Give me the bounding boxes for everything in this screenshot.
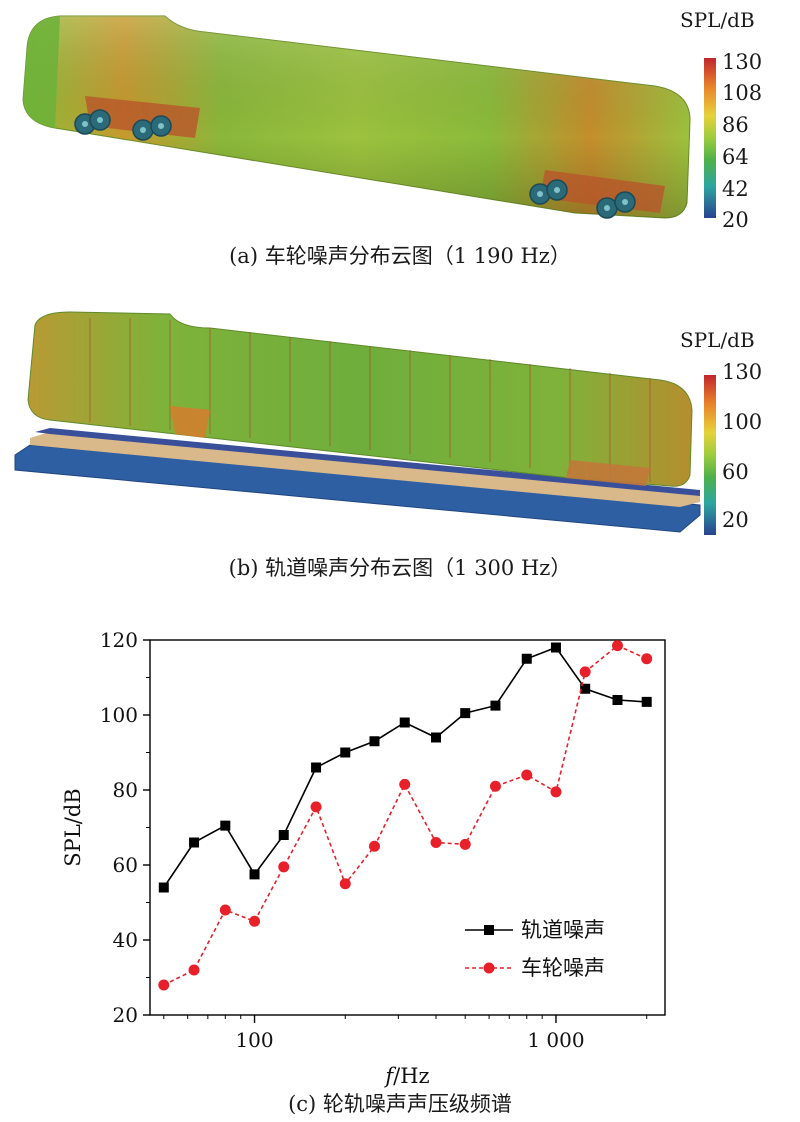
data-point-circle bbox=[249, 915, 261, 927]
data-point-circle bbox=[521, 769, 533, 781]
y-tick-label: 80 bbox=[113, 778, 138, 802]
x-axis-label: f/Hz bbox=[383, 1064, 429, 1088]
data-point-square bbox=[158, 882, 169, 893]
colorbar-b-title: SPL/dB bbox=[680, 328, 755, 352]
y-axis-label: SPL/dB bbox=[61, 788, 85, 866]
colorbar-b-tick: 60 bbox=[722, 460, 749, 484]
x-tick-label: 100 bbox=[235, 1028, 273, 1052]
data-point-square bbox=[612, 695, 623, 705]
colorbar-a bbox=[704, 58, 716, 218]
legend-label: 车轮噪声 bbox=[521, 956, 605, 980]
series-line-0 bbox=[163, 646, 647, 888]
data-point-circle bbox=[550, 786, 562, 798]
data-point-circle bbox=[579, 666, 591, 678]
colorbar-a-tick: 42 bbox=[722, 177, 749, 201]
data-point-square bbox=[490, 700, 501, 711]
panel-a: SPL/dB 130 108 86 64 42 20 (a) 车轮噪声分布云图（… bbox=[0, 0, 800, 280]
track-noise-contour-render bbox=[14, 311, 701, 533]
data-point-square bbox=[460, 708, 471, 719]
data-point-square bbox=[249, 869, 260, 880]
data-point-square bbox=[220, 820, 231, 831]
data-point-circle bbox=[339, 878, 351, 890]
data-point-square bbox=[431, 732, 442, 743]
data-point-square bbox=[641, 696, 652, 707]
colorbar-b-tick: 100 bbox=[722, 410, 763, 434]
panel-c-caption: (c) 轮轨噪声声压级频谱 bbox=[288, 1092, 512, 1116]
data-point-circle bbox=[368, 840, 380, 852]
colorbar-a-tick: 64 bbox=[722, 145, 749, 169]
data-point-square bbox=[369, 736, 380, 747]
data-point-circle bbox=[611, 640, 623, 652]
y-tick-label: 60 bbox=[113, 853, 138, 877]
data-point-square bbox=[340, 747, 351, 758]
data-point-square bbox=[278, 830, 289, 840]
colorbar-b bbox=[704, 375, 716, 535]
colorbar-a-tick: 86 bbox=[722, 113, 749, 137]
series-line-1 bbox=[163, 644, 648, 986]
data-point-square bbox=[189, 837, 200, 848]
legend-label: 轨道噪声 bbox=[521, 918, 605, 942]
data-point-circle bbox=[489, 780, 501, 792]
panel-a-caption: (a) 车轮噪声分布云图（1 190 Hz） bbox=[229, 244, 571, 268]
colorbar-b-tick: 130 bbox=[722, 360, 763, 384]
colorbar-b-tick: 20 bbox=[722, 508, 749, 532]
data-point-square bbox=[580, 683, 591, 694]
data-point-square bbox=[399, 717, 410, 728]
legend-marker bbox=[483, 962, 495, 974]
panel-b-caption: (b) 轨道噪声分布云图（1 300 Hz） bbox=[228, 556, 572, 580]
colorbar-a-title: SPL/dB bbox=[680, 8, 755, 32]
wheel-noise-contour-render bbox=[22, 15, 691, 219]
colorbar-a-tick: 108 bbox=[722, 81, 763, 105]
data-point-circle bbox=[430, 837, 442, 848]
y-tick-label: 40 bbox=[113, 928, 138, 952]
colorbar-a-tick: 20 bbox=[722, 208, 749, 232]
data-point-square bbox=[521, 653, 532, 664]
data-point-square bbox=[550, 642, 561, 653]
x-tick-label: 1 000 bbox=[527, 1028, 584, 1052]
data-point-circle bbox=[188, 964, 200, 976]
data-point-circle bbox=[641, 653, 653, 665]
y-tick-label: 100 bbox=[100, 703, 138, 727]
data-point-circle bbox=[158, 979, 170, 991]
legend-marker bbox=[484, 925, 494, 935]
data-point-circle bbox=[310, 801, 322, 813]
data-point-square bbox=[311, 762, 322, 773]
y-tick-label: 120 bbox=[100, 628, 138, 652]
panel-b: SPL/dB 130 100 60 20 (b) 轨道噪声分布云图（1 300 … bbox=[0, 300, 800, 590]
data-point-circle bbox=[219, 904, 231, 916]
colorbar-a-tick: 130 bbox=[722, 50, 763, 74]
data-point-circle bbox=[459, 838, 471, 850]
y-tick-label: 20 bbox=[113, 1003, 138, 1027]
data-point-circle bbox=[399, 778, 411, 790]
data-point-circle bbox=[278, 861, 290, 873]
